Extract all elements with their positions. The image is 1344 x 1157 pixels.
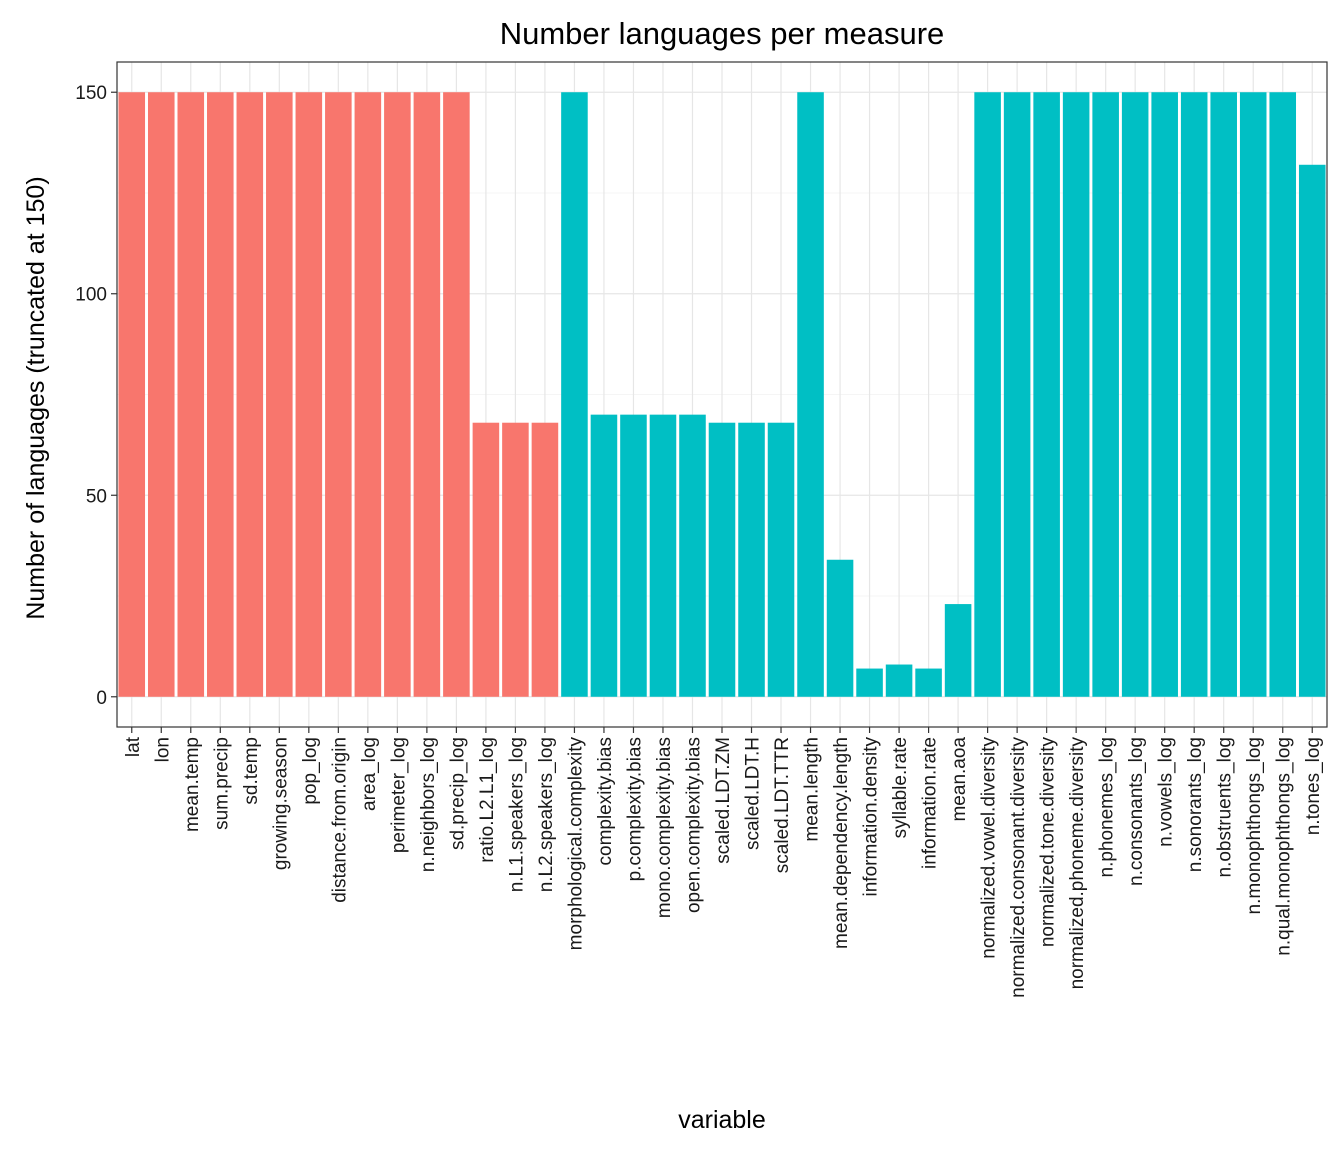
x-tick-label: mean.aoa xyxy=(949,737,970,822)
x-tick-label: sum.precip xyxy=(211,737,232,830)
x-tick-label: scaled.LDT.H xyxy=(743,737,764,850)
x-tick-label: pop_log xyxy=(300,737,321,805)
bar-n.monophthongs_log xyxy=(1239,92,1267,697)
x-tick-label: mean.length xyxy=(802,737,823,842)
bar-mean.length xyxy=(797,92,824,697)
bar-n.tones_log xyxy=(1298,164,1326,697)
bar-sum.precip xyxy=(207,92,234,697)
bar-information.rate xyxy=(915,668,942,697)
x-tick-label: normalized.consonant.diversity xyxy=(1008,737,1029,998)
bar-n.neighbors_log xyxy=(413,92,441,697)
bar-normalized.tone.diversity xyxy=(1033,92,1060,697)
bar-scaled.LDT.H xyxy=(738,422,765,697)
x-tick-label: n.vowels_log xyxy=(1156,737,1177,847)
bar-lat xyxy=(118,92,146,697)
bar-n.L2.speakers_log xyxy=(531,422,559,697)
x-axis-title: variable xyxy=(678,1106,766,1134)
x-tick-label: n.sonorants_log xyxy=(1185,737,1206,872)
bar-pop_log xyxy=(295,92,323,697)
x-tick-label: distance.from.origin xyxy=(329,737,350,903)
x-tick-label: n.L2.speakers_log xyxy=(536,737,557,892)
x-tick-label: morphological.complexity xyxy=(565,737,586,951)
plot-area: 0 50 100 150 lat lon mean.temp sum.precip sd.tem… xyxy=(75,61,1328,998)
x-tick-label: n.tones_log xyxy=(1303,737,1324,835)
x-tick-label: n.monophthongs_log xyxy=(1244,737,1265,914)
bar-sd.precip_log xyxy=(443,92,470,697)
bar-syllable.rate xyxy=(885,664,913,697)
x-tick-label: normalized.phoneme.diversity xyxy=(1067,737,1088,990)
x-tick-label: p.complexity.bias xyxy=(624,737,645,881)
x-tick-label: n.consonants_log xyxy=(1126,737,1147,886)
x-tick-label: ratio.L2.L1_log xyxy=(477,737,498,863)
bar-normalized.consonant.diversity xyxy=(1003,92,1031,697)
bar-lon xyxy=(147,92,175,697)
x-tick-label: sd.temp xyxy=(241,737,262,805)
bar-mono.complexity.bias xyxy=(649,414,677,697)
bar-n.consonants_log xyxy=(1121,92,1149,697)
bar-n.vowels_log xyxy=(1151,92,1178,697)
bar-n.phonemes_log xyxy=(1092,92,1119,697)
x-tick-label: area_log xyxy=(359,737,380,811)
x-tick-label: normalized.vowel.diversity xyxy=(979,737,1000,959)
bar-normalized.phoneme.diversity xyxy=(1062,92,1090,697)
x-tick-label: complexity.bias xyxy=(595,737,616,865)
y-tick-label: 100 xyxy=(75,285,107,306)
x-tick-label: scaled.LDT.TTR xyxy=(772,737,793,873)
x-tick-label: mean.dependency.length xyxy=(831,737,852,949)
bar-distance.from.origin xyxy=(325,92,352,697)
bar-mean.aoa xyxy=(944,604,972,697)
bar-mean.temp xyxy=(177,92,205,697)
x-tick-label: growing.season xyxy=(270,737,291,870)
bar-growing.season xyxy=(266,92,293,697)
x-tick-label: n.phonemes_log xyxy=(1097,737,1118,878)
x-tick-label: normalized.tone.diversity xyxy=(1038,737,1059,948)
x-tick-label: perimeter_log xyxy=(388,737,409,853)
bar-area_log xyxy=(354,92,382,697)
x-tick-label: information.rate xyxy=(920,737,941,869)
bar-perimeter_log xyxy=(384,92,411,697)
y-tick-label: 50 xyxy=(86,486,107,507)
x-tick-label: n.obstruents_log xyxy=(1215,737,1236,878)
x-tick-label: n.qual.monophthongs_log xyxy=(1274,737,1295,956)
x-tick-label: information.density xyxy=(861,737,882,897)
y-axis-title: Number of languages (truncated at 150) xyxy=(22,176,50,619)
y-tick-label: 150 xyxy=(75,83,107,104)
bar-information.density xyxy=(856,668,883,697)
bar-normalized.vowel.diversity xyxy=(974,92,1001,697)
x-tick-label: sd.precip_log xyxy=(447,737,468,850)
bar-scaled.LDT.TTR xyxy=(767,422,795,697)
x-tick-label: lat xyxy=(123,736,144,757)
chart-title: Number languages per measure xyxy=(500,16,945,51)
x-tick-label: mono.complexity.bias xyxy=(654,737,675,918)
bar-n.qual.monophthongs_log xyxy=(1269,92,1297,697)
x-tick-label: syllable.rate xyxy=(890,737,911,838)
bar-p.complexity.bias xyxy=(620,414,647,697)
bar-morphological.complexity xyxy=(561,92,588,697)
bar-scaled.LDT.ZM xyxy=(708,422,736,697)
bar-complexity.bias xyxy=(590,414,618,697)
bar-ratio.L2.L1_log xyxy=(472,422,500,697)
x-tick-label: n.L1.speakers_log xyxy=(506,737,527,892)
bar-n.obstruents_log xyxy=(1210,92,1237,697)
y-tick-label: 0 xyxy=(96,688,107,709)
bar-sd.temp xyxy=(236,92,264,697)
x-tick-label: mean.temp xyxy=(182,737,203,832)
x-tick-label: n.neighbors_log xyxy=(418,737,439,872)
bar-n.L1.speakers_log xyxy=(502,422,529,697)
bar-open.complexity.bias xyxy=(679,414,706,697)
x-tick-label: lon xyxy=(152,737,173,762)
bar-n.sonorants_log xyxy=(1180,92,1208,697)
bar-mean.dependency.length xyxy=(826,559,854,697)
x-tick-label: scaled.LDT.ZM xyxy=(713,737,734,864)
x-tick-label: open.complexity.bias xyxy=(683,737,704,913)
